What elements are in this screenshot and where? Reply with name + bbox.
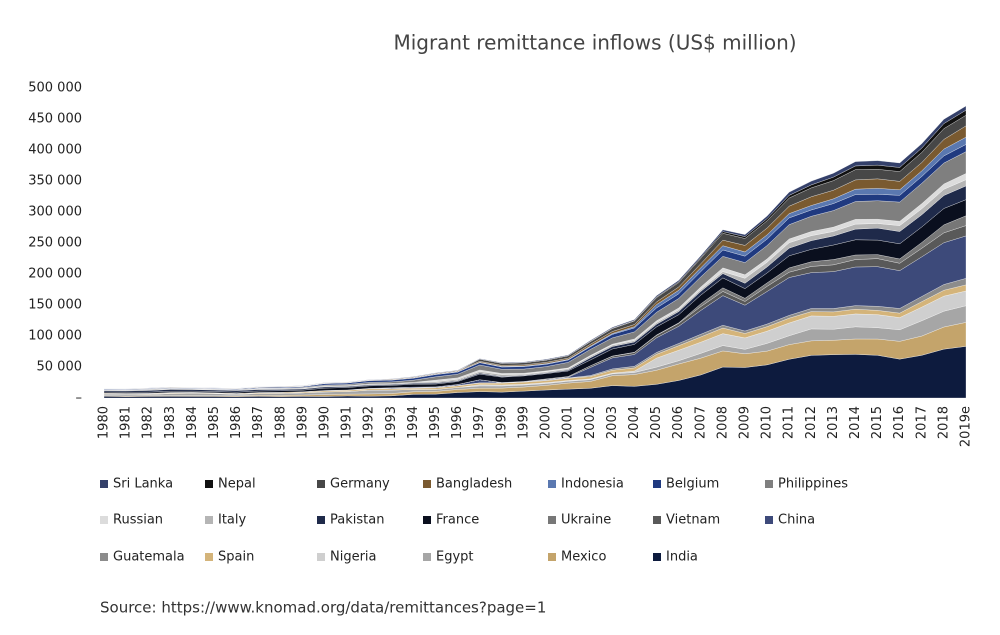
legend-label: Ukraine — [561, 513, 611, 528]
legend-swatch — [548, 553, 556, 561]
x-tick-label: 1998 — [494, 406, 509, 439]
x-tick-label: 1996 — [450, 406, 465, 439]
y-tick-label: 300 000 — [28, 205, 82, 220]
legend-swatch — [423, 480, 431, 488]
legend-label: Spain — [218, 550, 254, 565]
area — [103, 105, 967, 389]
x-tick-label: 2006 — [671, 406, 686, 439]
legend-label: Sri Lanka — [113, 477, 173, 492]
x-tick-label: 2015 — [870, 406, 885, 439]
legend-label: Germany — [330, 477, 390, 492]
legend-label: Nigeria — [330, 550, 377, 565]
x-tick-label: 1986 — [229, 406, 244, 439]
legend-label: Indonesia — [561, 477, 624, 492]
legend-label: Nepal — [218, 477, 256, 492]
legend-label: Philippines — [778, 477, 848, 492]
x-tick-label: 2007 — [693, 406, 708, 439]
x-tick-label: 1988 — [273, 406, 288, 439]
y-tick-label: – — [76, 391, 83, 406]
y-tick-label: 500 000 — [28, 81, 82, 96]
legend-swatch — [205, 553, 213, 561]
legend-label: Egypt — [436, 550, 474, 565]
legend-swatch — [548, 516, 556, 524]
legend-swatch — [653, 516, 661, 524]
x-tick-label: 2002 — [583, 406, 598, 439]
legend-label: China — [778, 513, 815, 528]
x-tick-label: 1984 — [185, 406, 200, 439]
x-tick-label: 2005 — [649, 406, 664, 439]
x-tick-label: 1989 — [295, 406, 310, 439]
legend-label: Pakistan — [330, 513, 384, 528]
x-tick-label: 2016 — [892, 406, 907, 439]
legend-swatch — [423, 553, 431, 561]
x-tick-label: 2013 — [826, 406, 841, 439]
x-tick-label: 1980 — [97, 406, 112, 439]
legend-swatch — [317, 553, 325, 561]
x-tick-label: 1981 — [119, 406, 134, 439]
x-tick-label: 2010 — [760, 406, 775, 439]
x-tick-label: 2008 — [715, 406, 730, 439]
x-tick-label: 2001 — [561, 406, 576, 439]
chart-title: Migrant remittance inflows (US$ million) — [393, 31, 796, 55]
legend-label: France — [436, 513, 479, 528]
legend-swatch — [765, 516, 773, 524]
legend-label: Guatemala — [113, 550, 185, 565]
legend-label: Mexico — [561, 550, 606, 565]
legend-label: Russian — [113, 513, 163, 528]
x-tick-label: 1997 — [472, 406, 487, 439]
y-tick-label: 50 000 — [37, 360, 83, 375]
y-tick-label: 150 000 — [28, 298, 82, 313]
x-tick-label: 1994 — [406, 406, 421, 439]
legend-swatch — [100, 516, 108, 524]
legend-swatch — [653, 480, 661, 488]
y-tick-label: 250 000 — [28, 236, 82, 251]
x-tick-label: 2000 — [539, 406, 554, 439]
legend-swatch — [100, 553, 108, 561]
legend-swatch — [317, 516, 325, 524]
legend-swatch — [317, 480, 325, 488]
x-tick-label: 1995 — [428, 406, 443, 439]
legend-label: Vietnam — [666, 513, 720, 528]
x-tick-label: 2019e — [959, 406, 974, 447]
x-tick-label: 2004 — [627, 406, 642, 439]
legend-label: Bangladesh — [436, 477, 512, 492]
source: Source: https://www.knomad.org/data/remi… — [100, 599, 546, 617]
x-tick-label: 1993 — [384, 406, 399, 439]
legend-swatch — [423, 516, 431, 524]
x-tick-label: 2011 — [782, 406, 797, 439]
y-tick-label: 100 000 — [28, 329, 82, 344]
x-tick-label: 2009 — [737, 406, 752, 439]
x-tick-label: 1992 — [362, 406, 377, 439]
x-tick-label: 2017 — [914, 406, 929, 439]
y-tick-label: 200 000 — [28, 267, 82, 282]
legend-swatch — [548, 480, 556, 488]
legend-swatch — [765, 480, 773, 488]
legend-swatch — [653, 553, 661, 561]
x-tick-label: 2012 — [804, 406, 819, 439]
x-tick-label: 1999 — [516, 406, 531, 439]
legend-label: Italy — [218, 513, 247, 528]
legend-label: Belgium — [666, 477, 719, 492]
x-tick-label: 1983 — [163, 406, 178, 439]
y-tick-label: 400 000 — [28, 143, 82, 158]
x-tick-label: 2018 — [936, 406, 951, 439]
legend-swatch — [205, 516, 213, 524]
x-tick-label: 1982 — [141, 406, 156, 439]
x-tick-label: 1987 — [251, 406, 266, 439]
x-tick-label: 1985 — [207, 406, 222, 439]
x-tick-label: 1990 — [318, 406, 333, 439]
y-tick-label: 350 000 — [28, 174, 82, 189]
x-tick-label: 2003 — [605, 406, 620, 439]
x-tick-label: 2014 — [848, 406, 863, 439]
y-tick-label: 450 000 — [28, 112, 82, 127]
x-tick-label: 1991 — [340, 406, 355, 439]
legend-swatch — [205, 480, 213, 488]
legend-swatch — [100, 480, 108, 488]
legend-label: India — [666, 550, 698, 565]
